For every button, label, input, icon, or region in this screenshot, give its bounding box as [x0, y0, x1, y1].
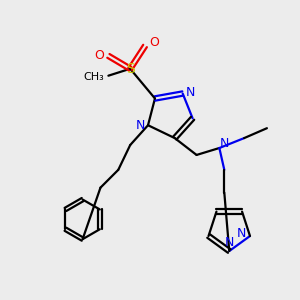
- Text: N: N: [135, 119, 145, 132]
- Text: N: N: [220, 136, 229, 150]
- Text: N: N: [225, 236, 234, 249]
- Text: O: O: [149, 37, 159, 50]
- Text: N: N: [236, 226, 246, 239]
- Text: O: O: [94, 50, 104, 62]
- Text: S: S: [126, 62, 135, 76]
- Text: CH₃: CH₃: [84, 72, 104, 82]
- Text: N: N: [186, 86, 195, 99]
